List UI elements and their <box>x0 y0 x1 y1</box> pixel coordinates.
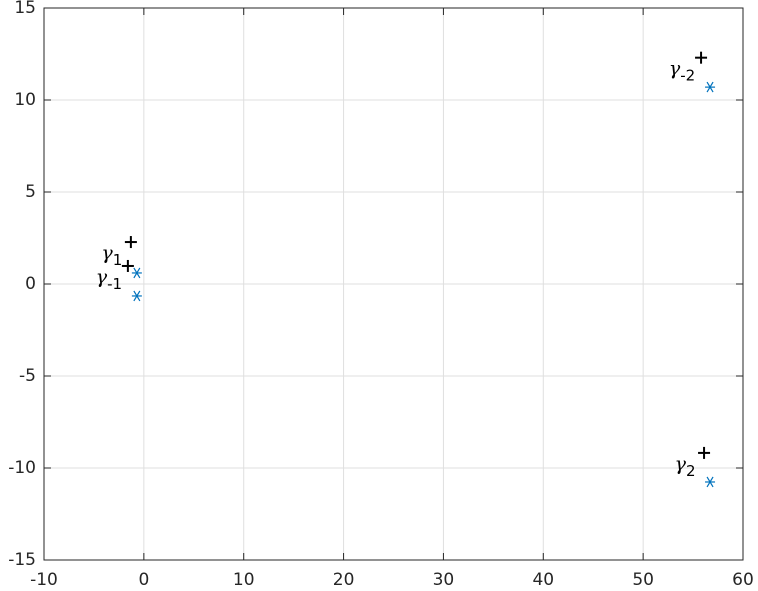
point-label: γ-1 <box>96 266 122 293</box>
marker-stroke <box>706 81 714 93</box>
y-tick-label: 5 <box>25 182 36 202</box>
y-tick-label: 15 <box>14 0 36 18</box>
axes-box <box>43 7 744 561</box>
label-sub: 1 <box>113 251 123 269</box>
label-base: γ <box>101 242 113 264</box>
label-base: γ <box>96 266 108 288</box>
x-tick-label: 40 <box>532 570 554 590</box>
point <box>705 476 716 488</box>
marker-stroke <box>706 476 714 488</box>
x-tick-label: -10 <box>30 570 58 590</box>
point-label: γ-2 <box>669 58 695 85</box>
x-tick-label: 50 <box>632 570 654 590</box>
x-tick-label: 10 <box>233 570 255 590</box>
y-tick-label: -10 <box>8 458 36 478</box>
point <box>698 446 711 459</box>
x-tick-label: 60 <box>732 570 754 590</box>
label-sub: -1 <box>107 274 122 292</box>
point-label: γ2 <box>675 453 696 480</box>
label-sub: -2 <box>680 66 695 84</box>
x-tick-label: 20 <box>333 570 355 590</box>
x-tick-label: 0 <box>138 570 149 590</box>
point-label: γ1 <box>101 242 122 269</box>
point <box>131 290 142 302</box>
x-tick-label: 30 <box>433 570 455 590</box>
point <box>705 81 716 93</box>
marker-stroke <box>133 267 141 279</box>
y-tick-label: -15 <box>8 550 36 570</box>
point <box>124 236 137 249</box>
point <box>695 51 708 64</box>
marker-stroke <box>133 290 141 302</box>
y-tick-label: 10 <box>14 90 36 110</box>
y-tick-label: -5 <box>19 366 36 386</box>
point <box>121 259 134 272</box>
point <box>131 267 142 279</box>
label-base: γ <box>669 58 681 80</box>
label-base: γ <box>675 453 687 475</box>
y-tick-label: 0 <box>25 274 36 294</box>
label-sub: 2 <box>686 461 696 479</box>
